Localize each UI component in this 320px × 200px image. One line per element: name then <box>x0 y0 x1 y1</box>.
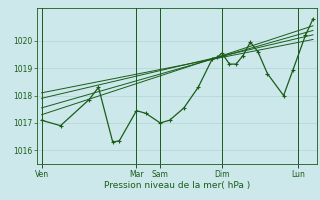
X-axis label: Pression niveau de la mer( hPa ): Pression niveau de la mer( hPa ) <box>104 181 250 190</box>
